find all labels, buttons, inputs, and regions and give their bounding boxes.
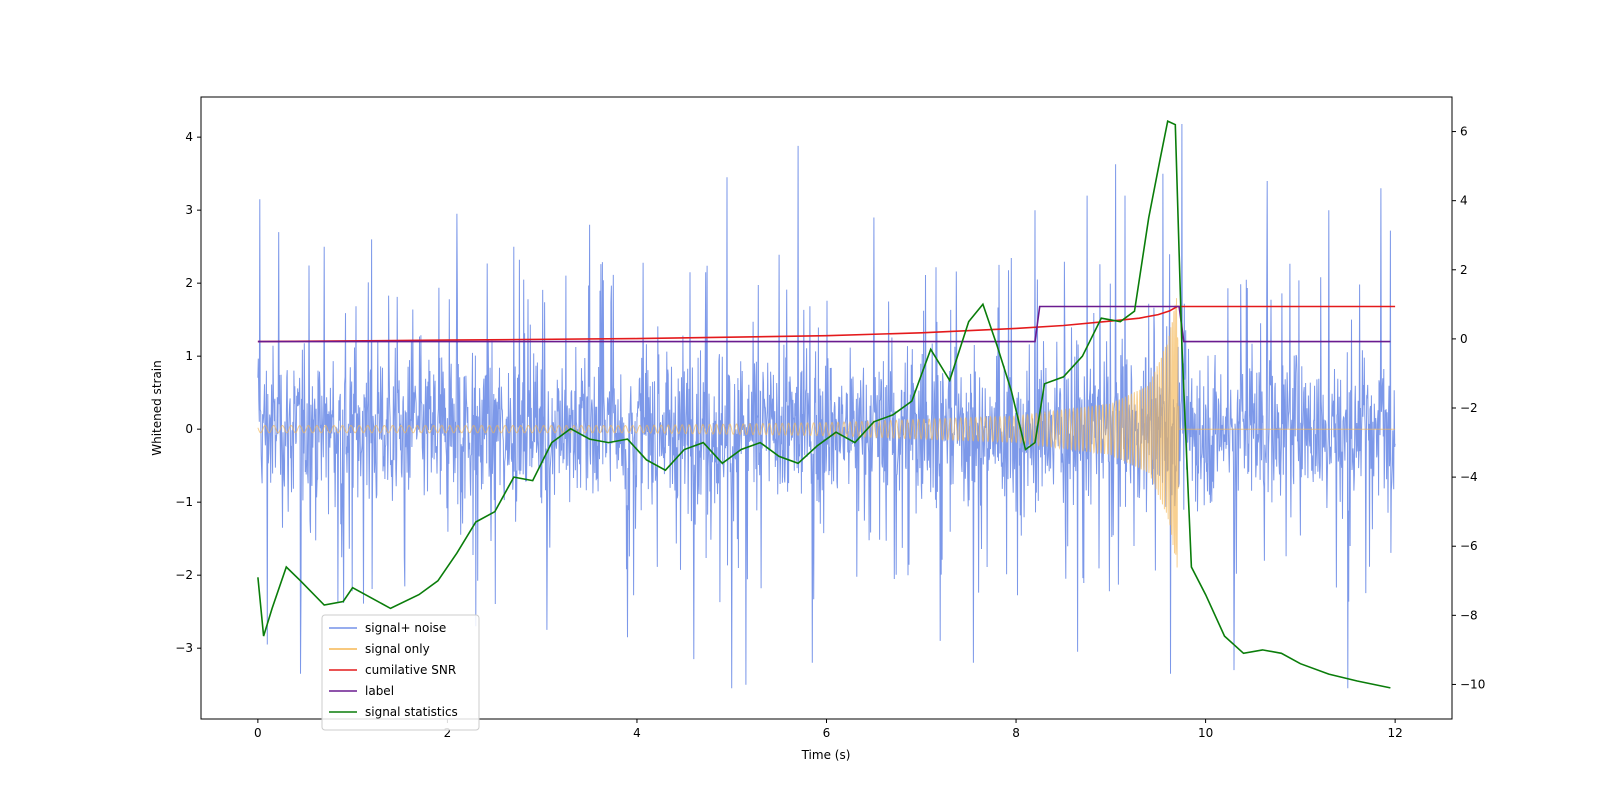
series-signal-statistics <box>257 120 1391 689</box>
y-tick-label: −3 <box>175 641 193 655</box>
x-tick-label: 10 <box>1198 726 1213 740</box>
y-axis-label: Whitened strain <box>150 360 164 456</box>
y-tick-label: 3 <box>185 203 193 217</box>
y-tick-label: 0 <box>185 422 193 436</box>
legend-box <box>321 614 480 731</box>
x-tick-label: 8 <box>1012 726 1020 740</box>
legend-entry-label: signal+ noise <box>365 621 446 635</box>
y-tick-label: 4 <box>185 130 193 144</box>
y2-tick-label: −4 <box>1460 470 1478 484</box>
y2-tick-label: −10 <box>1460 677 1485 691</box>
y2-tick-label: 2 <box>1460 263 1468 277</box>
x-axis: 0 2 4 6 8 10 12 <box>254 719 1403 740</box>
y2-tick-label: −6 <box>1460 539 1478 553</box>
legend: signal+ noise signal only cumilative SNR la… <box>321 614 480 731</box>
y-tick-label: 2 <box>185 276 193 290</box>
legend-entry-label: signal only <box>365 642 430 656</box>
y2-tick-label: 0 <box>1460 332 1468 346</box>
y-tick-label: 1 <box>185 349 193 363</box>
series-cumulative-snr <box>257 305 1396 343</box>
legend-entry-label: signal statistics <box>365 705 458 719</box>
y-axis-left: −3 −2 −1 0 1 2 3 4 <box>175 130 201 655</box>
x-axis-label: Time (s) <box>801 748 851 762</box>
series-signal-only <box>257 298 1396 568</box>
x-tick-label: 0 <box>254 726 262 740</box>
y2-tick-label: 6 <box>1460 125 1468 139</box>
x-tick-label: 6 <box>823 726 831 740</box>
series-signal-noise <box>257 123 1396 689</box>
y-axis-right: −10 −8 −6 −4 −2 0 2 4 6 <box>1452 125 1485 691</box>
plot-area <box>257 120 1396 689</box>
legend-entry-label: label <box>365 684 394 698</box>
legend-entry-label: cumilative SNR <box>365 663 456 677</box>
y2-tick-label: −8 <box>1460 608 1478 622</box>
series-label <box>257 305 1391 343</box>
y-tick-label: −2 <box>175 568 193 582</box>
y2-tick-label: −2 <box>1460 401 1478 415</box>
x-tick-label: 2 <box>444 726 452 740</box>
x-tick-label: 12 <box>1387 726 1402 740</box>
y2-tick-label: 4 <box>1460 194 1468 208</box>
x-tick-label: 4 <box>633 726 641 740</box>
y-tick-label: −1 <box>175 495 193 509</box>
